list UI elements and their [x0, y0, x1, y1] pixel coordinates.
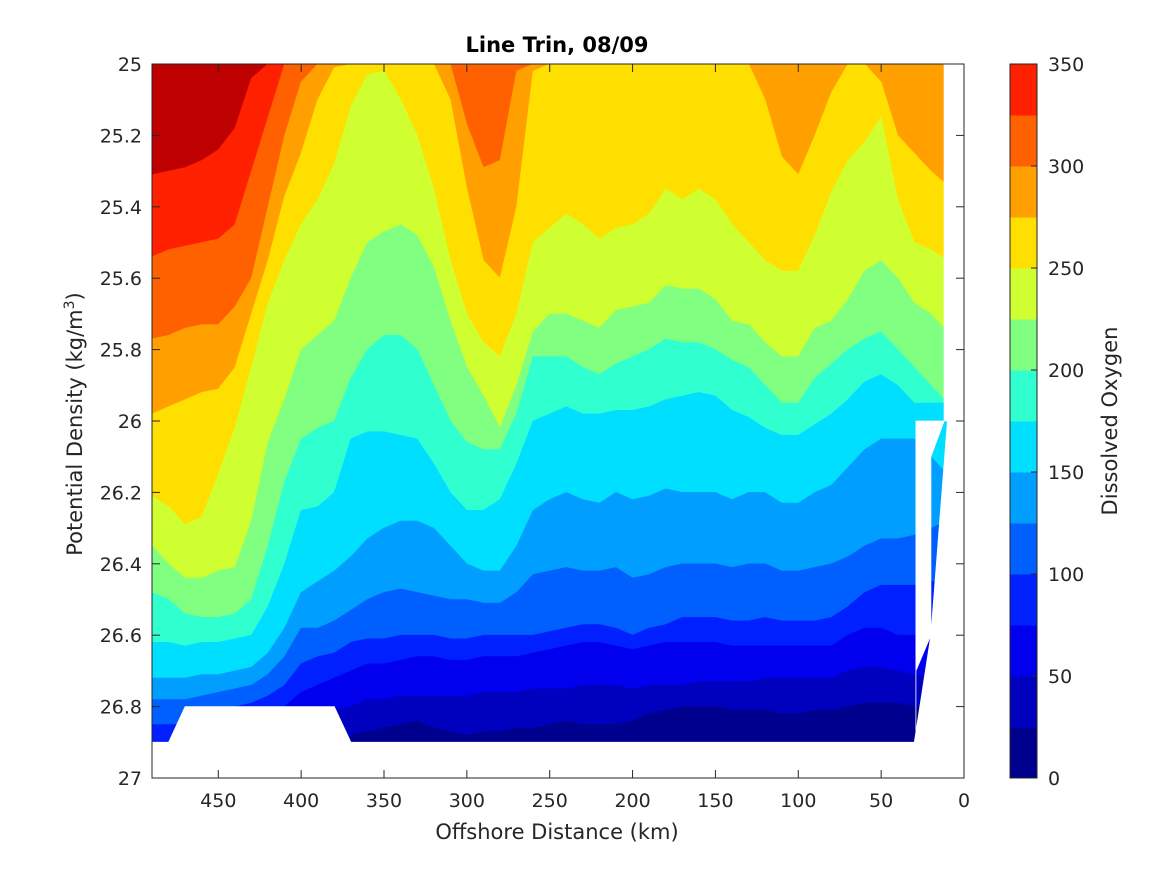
colorbar-swatch	[1010, 727, 1037, 779]
x-axis-title: Offshore Distance (km)	[435, 820, 678, 844]
y-tick-label: 25.6	[100, 268, 142, 290]
x-tick-label: 400	[283, 790, 319, 812]
colorbar-label: Dissolved Oxygen	[1098, 327, 1122, 516]
x-tick-label: 200	[614, 790, 650, 812]
x-tick-label: 0	[958, 790, 970, 812]
x-axis: 450 400 350 300 250 200 150 100 50 0	[200, 64, 970, 812]
y-tick-label: 25.4	[100, 197, 142, 219]
colorbar-tick-label: 200	[1048, 360, 1084, 382]
colorbar-tick-label: 100	[1048, 564, 1084, 586]
x-tick-label: 250	[532, 790, 568, 812]
y-axis-title: Potential Density (kg/m3)	[62, 292, 87, 556]
colorbar-swatch	[1010, 217, 1037, 269]
colorbar-frame	[1009, 63, 1038, 779]
colorbar-swatch	[1010, 472, 1037, 524]
x-tick-label: 300	[449, 790, 485, 812]
colorbar-swatch	[1010, 115, 1037, 167]
colorbar-swatch	[1010, 421, 1037, 473]
y-axis-title-text: Potential Density (kg/m	[63, 309, 87, 555]
x-tick-label: 150	[697, 790, 733, 812]
colorbar-swatch	[1010, 625, 1037, 677]
y-tick-label: 26.2	[100, 482, 142, 504]
y-tick-label: 25.2	[100, 125, 142, 147]
y-tick-label: 25.8	[100, 340, 142, 362]
colorbar-swatch	[1010, 166, 1037, 218]
colorbar-tick-label: 350	[1048, 54, 1084, 76]
colorbar-ticks: 0 50 100 150 200 250 300 350	[1031, 54, 1084, 790]
no-data-mask	[152, 64, 964, 778]
colorbar-tick-label: 150	[1048, 462, 1084, 484]
x-tick-label: 50	[869, 790, 893, 812]
x-tick-label: 100	[780, 790, 816, 812]
colorbar: 0 50 100 150 200 250 300 350 Dissolved Oxygen	[1009, 54, 1122, 790]
x-tick-label: 350	[366, 790, 402, 812]
y-tick-label: 26.6	[100, 625, 142, 647]
colorbar-tick-label: 250	[1048, 258, 1084, 280]
y-tick-label: 26	[118, 411, 142, 433]
colorbar-tick-label: 50	[1048, 666, 1072, 688]
colorbar-swatch	[1010, 574, 1037, 626]
colorbar-tick-label: 0	[1048, 768, 1060, 790]
contour-bands	[152, 64, 964, 778]
y-tick-label: 25	[118, 54, 142, 76]
y-tick-label: 26.8	[100, 697, 142, 719]
colorbar-swatch	[1010, 268, 1037, 320]
chart-title: Line Trin, 08/09	[465, 33, 648, 57]
plot-area	[152, 64, 964, 778]
y-axis: 25 25.2 25.4 25.6 25.8 26 26.2 26.4 26.6 26.8 27	[100, 54, 964, 790]
y-tick-label: 26.4	[100, 554, 142, 576]
x-tick-label: 450	[200, 790, 236, 812]
y-axis-title-superscript: 3	[62, 300, 78, 309]
y-axis-title-close: )	[63, 292, 87, 300]
colorbar-swatches	[1010, 64, 1037, 779]
y-tick-label: 27	[118, 768, 142, 790]
colorbar-swatch	[1010, 64, 1037, 116]
colorbar-swatch	[1010, 370, 1037, 422]
colorbar-swatch	[1010, 523, 1037, 575]
colorbar-tick-label: 300	[1048, 156, 1084, 178]
colorbar-swatch	[1010, 319, 1037, 371]
colorbar-swatch	[1010, 676, 1037, 728]
